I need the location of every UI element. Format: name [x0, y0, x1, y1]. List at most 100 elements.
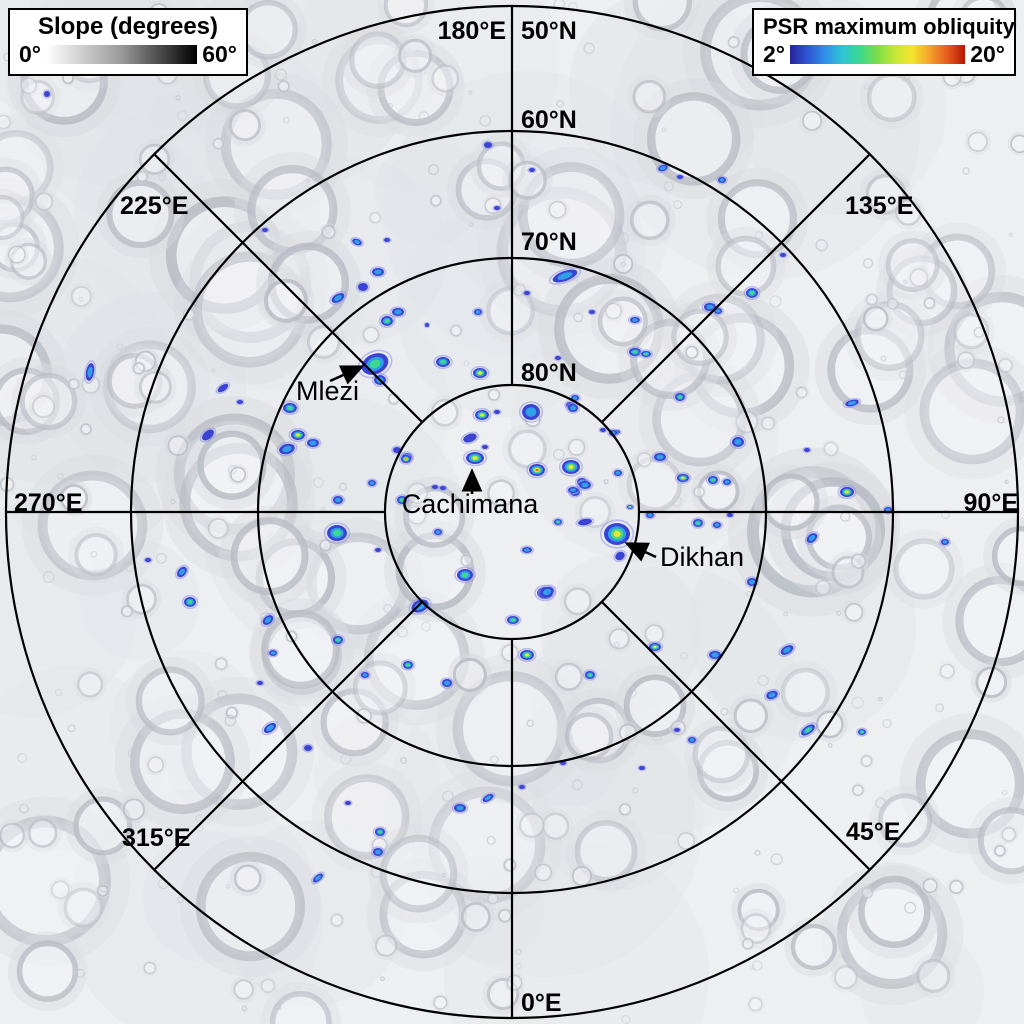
crater: [677, 832, 696, 850]
crater-tiny: [733, 887, 740, 894]
crater-tiny: [284, 504, 290, 510]
psr-blob-halo: [400, 659, 416, 671]
crater: [513, 283, 526, 297]
crater-tiny: [526, 719, 535, 728]
psr-blob: [627, 315, 643, 325]
crater-halo: [11, 364, 86, 439]
crater-tiny: [636, 200, 642, 205]
psr-blob-layer: [639, 766, 645, 770]
crater: [260, 978, 276, 994]
psr-blob: [382, 236, 392, 244]
psr-blob-layer: [309, 440, 317, 446]
crater-halo: [317, 537, 334, 554]
crater-tiny: [418, 111, 430, 123]
psr-blob: [517, 783, 527, 791]
psr-blob: [798, 722, 818, 738]
crater: [815, 579, 831, 596]
psr-blob: [439, 677, 455, 689]
crater-tiny: [313, 476, 325, 488]
psr-blob: [175, 564, 189, 580]
psr-blob-layer: [555, 356, 561, 360]
psr-blob: [519, 545, 535, 555]
crater-halo: [0, 818, 29, 853]
crater-tiny: [274, 68, 287, 81]
crater-tiny: [783, 611, 789, 617]
crater-halo: [211, 136, 226, 151]
graticule-labels: 180°E 50°N 60°N 70°N 80°N 0°E 225°E 135°E 270°E 9…: [14, 17, 1018, 1017]
psr-blob: [552, 517, 564, 527]
crater-tiny: [569, 361, 579, 372]
psr-blob: [686, 735, 698, 745]
crater-tiny: [379, 976, 385, 982]
crater-halo: [447, 652, 492, 697]
psr-blob-halo: [462, 449, 488, 467]
psr-blob-layer: [440, 360, 446, 364]
psr-blob: [527, 166, 537, 174]
psr-blob-halo: [439, 677, 455, 689]
psr-blob-layer: [435, 530, 441, 534]
psr-blob-layer: [808, 535, 816, 541]
crater-tiny: [962, 167, 970, 175]
crater: [740, 913, 772, 945]
psr-blob: [537, 584, 557, 600]
grid-label-80N: 80°N: [521, 359, 577, 387]
crater-halo: [141, 960, 158, 976]
psr-blob-layer: [237, 400, 243, 404]
crater-halo: [431, 993, 450, 1012]
psr-blob-layer: [358, 283, 368, 291]
psr-blob: [350, 237, 364, 247]
psr-blob-halo: [276, 441, 298, 457]
crater: [916, 958, 951, 993]
crater: [850, 553, 867, 569]
crater-tiny: [652, 731, 663, 742]
psr-blobs: [42, 89, 951, 885]
psr-blob: [553, 354, 563, 362]
crater: [977, 807, 1024, 875]
crater-tiny: [573, 312, 584, 323]
crater-tiny: [770, 853, 783, 866]
crater-halo: [728, 693, 774, 739]
crater: [646, 92, 741, 186]
crater: [1010, 134, 1024, 154]
crater-tiny: [754, 230, 764, 240]
crater: [430, 195, 442, 207]
psr-blob: [372, 826, 388, 838]
psr-blob: [255, 679, 265, 687]
crater-halo: [663, 300, 738, 375]
crater-halo: [360, 324, 382, 346]
psr-blob-halo: [802, 446, 812, 454]
crater-halo: [393, 33, 438, 78]
crater-tiny: [175, 95, 181, 101]
crater: [80, 423, 92, 436]
psr-blob: [939, 537, 951, 547]
psr-blob-halo: [370, 846, 386, 858]
crater-halo: [483, 475, 519, 512]
psr-blob-halo: [472, 407, 492, 423]
psr-blob-layer: [719, 178, 725, 182]
psr-blob-layer: [588, 673, 592, 677]
crater-tiny: [217, 689, 228, 700]
crater: [834, 965, 858, 990]
crater-halo: [403, 479, 432, 508]
psr-blob-layer: [804, 448, 810, 452]
psr-blob-halo: [350, 237, 364, 247]
crater-halo: [344, 652, 416, 724]
psr-legend-title: PSR maximum obliquity: [763, 14, 1015, 39]
psr-blob: [378, 313, 396, 329]
psr-blob: [235, 398, 245, 406]
crater-tiny: [862, 258, 874, 269]
crater-halo: [68, 526, 125, 583]
crater-halo: [624, 194, 676, 246]
psr-blob-halo: [856, 727, 868, 737]
crater-halo: [319, 223, 338, 241]
crater: [508, 160, 547, 200]
crater-halo: [602, 300, 625, 322]
psr-blob: [276, 441, 298, 457]
psr-blob-layer: [632, 350, 638, 354]
crater-tiny: [224, 714, 237, 727]
psr-blob: [729, 434, 747, 450]
crater-tiny: [552, 448, 565, 461]
crater-tiny: [241, 1005, 248, 1012]
crater-halo: [794, 385, 810, 400]
crater-halo: [531, 861, 555, 884]
